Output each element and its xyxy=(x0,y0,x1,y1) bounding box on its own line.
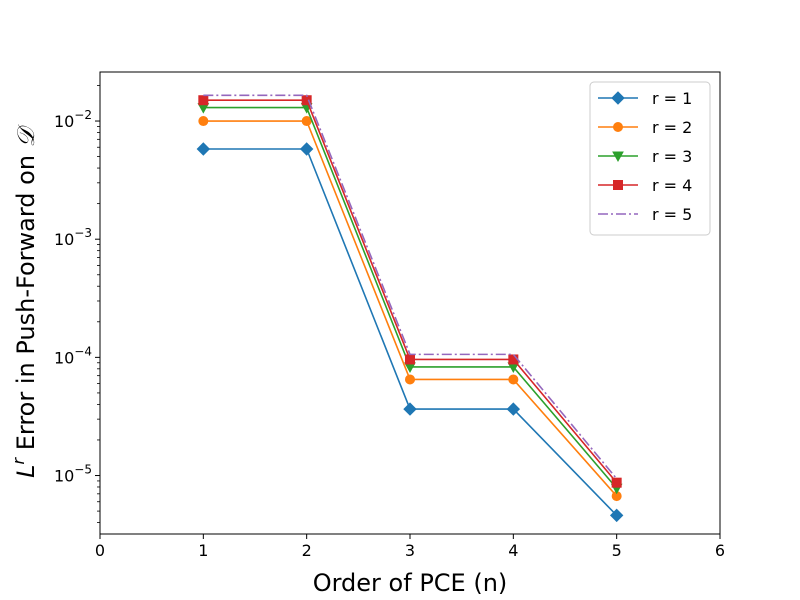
y-axis-ticks: 10−5 10−4 10−3 10−2 xyxy=(54,85,100,523)
data-point xyxy=(301,116,312,127)
legend-label: r = 2 xyxy=(652,118,692,137)
legend-marker xyxy=(611,91,625,105)
series-r4 xyxy=(198,95,622,488)
legend-entry: r = 2 xyxy=(598,118,692,137)
y-axis-label-main: Error in Push-Forward on xyxy=(12,147,40,458)
legend-marker xyxy=(613,180,623,190)
x-tick-label: 3 xyxy=(405,541,415,560)
data-point xyxy=(609,508,624,523)
legend-box xyxy=(589,81,711,236)
y-tick-label: 10−5 xyxy=(54,463,92,486)
series-line xyxy=(203,106,618,489)
x-tick-label: 0 xyxy=(95,541,105,560)
x-axis-label: Order of PCE (n) xyxy=(313,569,508,597)
data-point xyxy=(405,354,415,365)
x-tick-label: 1 xyxy=(198,541,208,560)
y-axis-label: Lr Error in Push-Forward on 𝒟 xyxy=(9,123,40,478)
y-axis-label-prefix: L xyxy=(12,464,40,477)
series-r5 xyxy=(203,94,618,480)
series-line xyxy=(203,94,618,480)
legend-label: r = 1 xyxy=(652,89,692,108)
data-point xyxy=(508,374,519,385)
plot-area-frame xyxy=(99,71,721,535)
data-point xyxy=(196,142,211,156)
series-line xyxy=(203,148,618,516)
y-axis-label-symbol: 𝒟 xyxy=(12,123,40,147)
x-tick-label: 5 xyxy=(612,541,622,560)
data-point xyxy=(506,402,521,416)
series-r1 xyxy=(196,142,624,523)
legend-label: r = 4 xyxy=(652,176,692,195)
legend-entry: r = 4 xyxy=(598,176,692,195)
x-tick-label: 4 xyxy=(508,541,518,560)
series-r3 xyxy=(197,103,623,495)
legend-entry: r = 3 xyxy=(598,147,692,166)
data-point xyxy=(299,142,314,156)
legend-entry: r = 5 xyxy=(598,205,692,224)
legend-label: r = 3 xyxy=(652,147,692,166)
data-point xyxy=(508,354,519,365)
data-point xyxy=(198,116,209,127)
x-axis-ticks: 0 1 2 3 4 5 6 xyxy=(95,534,725,560)
legend: r = 1 r = 2 r = 3 r = 4 r = 5 xyxy=(589,81,711,236)
legend-entry: r = 1 xyxy=(598,89,692,108)
y-axis-label-sup: r xyxy=(9,456,28,464)
legend-marker xyxy=(612,151,624,163)
data-point xyxy=(403,402,417,416)
y-tick-label: 10−4 xyxy=(54,344,92,367)
series-r2 xyxy=(198,116,622,502)
data-point xyxy=(198,95,209,106)
y-tick-label: 10−2 xyxy=(54,108,92,131)
data-point xyxy=(405,374,415,385)
series-layer xyxy=(196,94,624,523)
legend-label: r = 5 xyxy=(652,205,692,224)
legend-marker xyxy=(613,122,623,132)
x-tick-label: 2 xyxy=(302,541,312,560)
series-line xyxy=(203,120,618,497)
data-point xyxy=(611,477,622,488)
x-tick-label: 6 xyxy=(715,541,725,560)
y-tick-label: 10−3 xyxy=(54,226,92,249)
